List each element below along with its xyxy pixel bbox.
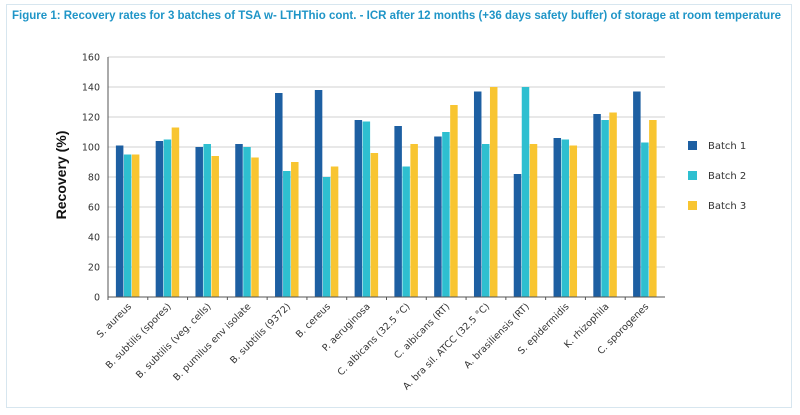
axes [107,57,665,300]
bar-batch-3 [649,120,657,297]
x-category-label: B. subtilis (veg. cells) [134,301,213,380]
bar-batch-1 [275,93,283,297]
x-category-label: S. aureus [95,301,134,340]
x-category-label: B. cereus [294,301,333,340]
bar-batch-2 [362,121,371,297]
y-tick-label: 0 [94,293,100,304]
bars [115,87,657,297]
bar-batch-2 [481,144,490,297]
bar-batch-1 [354,120,363,297]
bar-batch-1 [155,141,164,297]
bar-batch-2 [123,154,132,297]
bar-batch-1 [115,145,124,297]
bar-batch-1 [235,144,243,297]
bar-batch-3 [410,144,418,297]
bar-batch-1 [314,90,323,297]
bar-batch-1 [195,147,203,297]
bar-batch-1 [553,138,562,297]
bar-batch-3 [569,145,578,297]
bar-batch-3 [330,166,339,297]
x-category-label: B. pumilus env isolate [171,301,253,383]
bar-batch-3 [171,127,180,297]
y-tick-label: 160 [82,53,100,64]
bar-batch-3 [211,156,219,297]
bar-batch-2 [163,139,172,297]
bar-batch-1 [473,91,482,297]
y-tick-label: 60 [88,203,100,214]
legend: Batch 1 Batch 2 Batch 3 [688,141,746,212]
bar-batch-2 [243,147,251,297]
bar-batch-1 [513,174,522,297]
y-tick-label: 80 [88,173,100,184]
bar-batch-3 [251,157,259,297]
bar-batch-2 [402,166,410,297]
y-tick-label: 20 [88,263,100,274]
bar-batch-2 [203,144,211,297]
bar-batch-2 [601,120,609,297]
legend-swatch [688,141,697,150]
figure-title: Figure 1: Recovery rates for 3 batches o… [12,10,782,22]
y-tick-label: 120 [82,113,100,124]
bar-batch-2 [521,87,530,297]
x-category-label: C. albicans (32.5 °C) [336,301,413,378]
bar-batch-2 [641,142,649,297]
y-tick-label: 40 [88,233,100,244]
bar-batch-3 [489,87,498,297]
y-tick-label: 140 [82,83,100,94]
bar-batch-3 [529,144,538,297]
legend-swatch [688,201,697,210]
y-tick-label: 100 [82,143,100,154]
legend-swatch [688,171,697,180]
bar-batch-2 [561,139,570,297]
legend-label: Batch 3 [708,201,746,212]
bar-batch-1 [593,114,601,297]
bar-batch-3 [450,105,458,297]
bar-batch-3 [291,162,299,297]
bar-batch-3 [370,153,379,297]
bar-batch-3 [131,154,140,297]
legend-label: Batch 2 [708,171,746,182]
bar-batch-1 [633,91,641,297]
bar-batch-1 [394,126,402,297]
bar-batch-2 [442,132,450,297]
gridlines [108,56,665,268]
y-axis-label: Recovery (%) [53,131,69,220]
bar-batch-1 [434,136,442,297]
bar-batch-2 [283,171,291,297]
legend-label: Batch 1 [708,141,746,152]
bar-batch-2 [322,177,331,297]
bar-batch-3 [609,112,617,297]
